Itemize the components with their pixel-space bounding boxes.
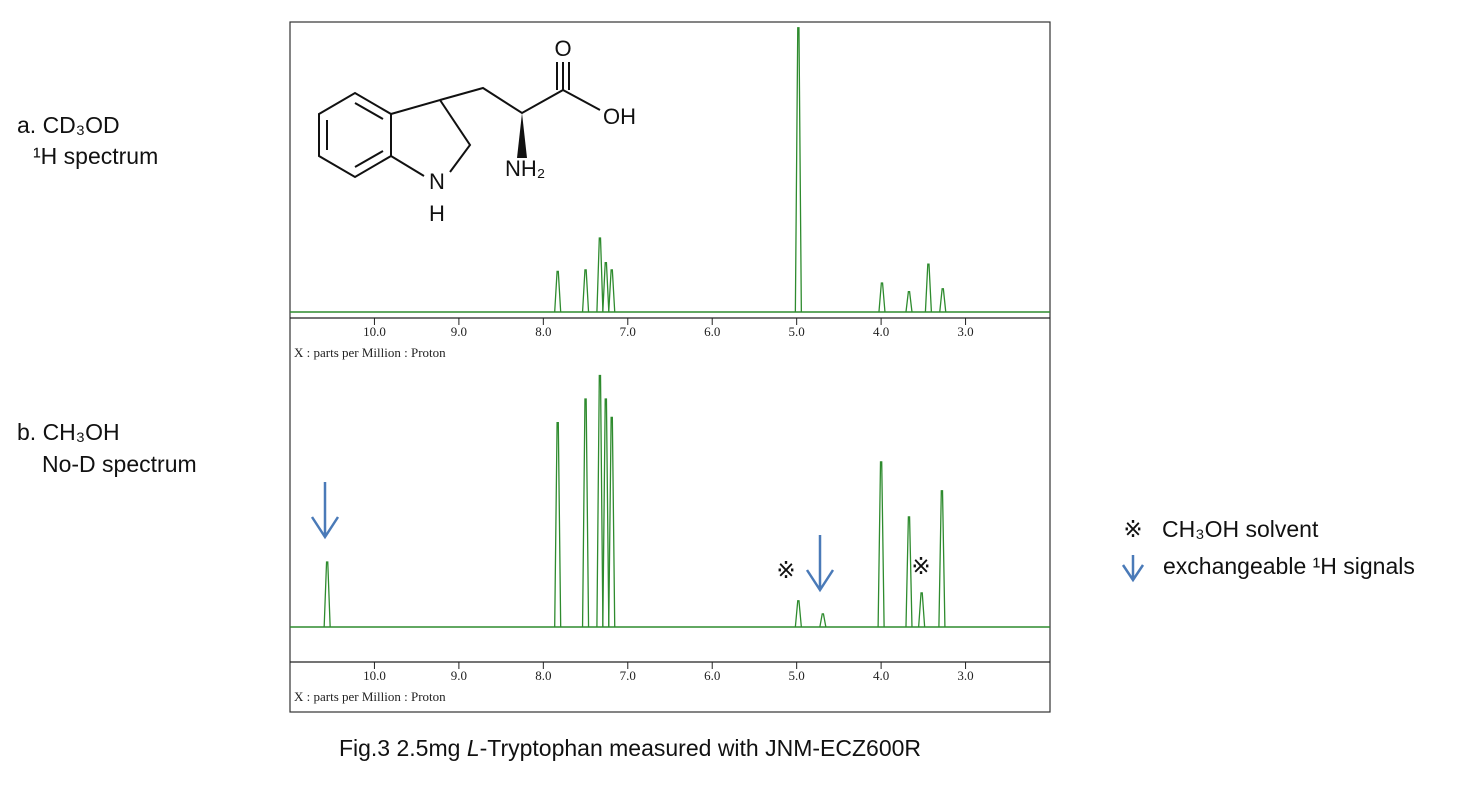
peak: [877, 461, 885, 628]
x-tick-label: 9.0: [451, 324, 467, 339]
peak: [924, 263, 933, 313]
x-tick-label: 7.0: [620, 668, 636, 683]
x-tick-label: 8.0: [535, 324, 551, 339]
x-tick-label: 4.0: [873, 324, 889, 339]
peak: [905, 291, 913, 313]
row-label: b. CH₃OH: [17, 419, 120, 445]
arrow: [310, 482, 340, 540]
annotation: ※: [911, 553, 930, 579]
peak: [602, 262, 610, 313]
atom: NH₂: [505, 156, 545, 181]
wedge: [517, 113, 527, 158]
x-tick-label: 7.0: [620, 324, 636, 339]
row-label: a. CD₃OD: [17, 112, 120, 138]
peak: [794, 600, 803, 628]
x-tick-label: 8.0: [535, 668, 551, 683]
peak: [939, 288, 947, 313]
peak: [917, 592, 926, 628]
peak: [608, 416, 616, 628]
atom: O: [554, 36, 571, 61]
row-label: No-D spectrum: [42, 451, 197, 477]
peak: [938, 490, 946, 628]
legend-label: CH₃OH solvent: [1162, 516, 1319, 542]
x-tick-label: 5.0: [789, 324, 805, 339]
peak: [581, 269, 590, 313]
legend-arrow: [1121, 555, 1145, 583]
peak: [596, 374, 604, 628]
peak: [819, 613, 827, 628]
x-tick-label: 6.0: [704, 668, 720, 683]
atom: H: [429, 201, 445, 226]
x-tick-label: 4.0: [873, 668, 889, 683]
x-tick-label: 9.0: [451, 668, 467, 683]
annotation: ※: [776, 557, 795, 583]
caption-part: L: [467, 735, 480, 761]
peak: [323, 561, 331, 628]
x-tick-label: 3.0: [957, 324, 973, 339]
caption-part: -Tryptophan measured with JNM-ECZ600R: [480, 735, 921, 761]
peak: [794, 27, 803, 313]
peak: [905, 516, 913, 628]
legend-label: exchangeable ¹H signals: [1163, 553, 1415, 579]
atom: N: [429, 169, 445, 194]
x-tick-label: 3.0: [957, 668, 973, 683]
x-tick-label: 10.0: [363, 324, 386, 339]
x-axis-label: X : parts per Million : Proton: [294, 345, 446, 360]
x-tick-label: 5.0: [789, 668, 805, 683]
structure: O OH NH₂ N H: [318, 36, 636, 226]
atom: OH: [603, 104, 636, 129]
peak: [554, 421, 562, 628]
x-tick-label: 10.0: [363, 668, 386, 683]
peak: [596, 237, 604, 313]
peak: [602, 398, 610, 628]
peak: [581, 398, 590, 628]
x-axis-label: X : parts per Million : Proton: [294, 689, 446, 704]
caption-part: Fig.3 2.5mg: [339, 735, 467, 761]
x-tick-label: 6.0: [704, 324, 720, 339]
caption: Fig.3 2.5mg L-Tryptophan measured with J…: [339, 735, 921, 761]
peak: [878, 282, 886, 313]
row-label: ¹H spectrum: [33, 143, 158, 169]
arrow: [805, 535, 835, 593]
frame: [289, 21, 1051, 713]
legend-symbol: ※: [1123, 516, 1142, 542]
peak: [554, 270, 562, 313]
peak: [608, 269, 616, 313]
bonds: [318, 62, 601, 179]
